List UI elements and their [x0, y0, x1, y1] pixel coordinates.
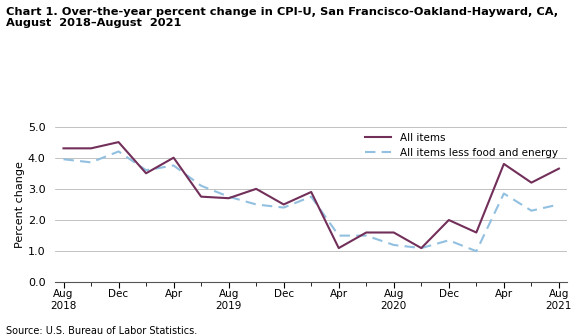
- All items less food and energy: [142, 168, 149, 172]
- All items: [335, 246, 342, 250]
- All items less food and energy: [280, 206, 287, 210]
- All items less food and energy: [115, 150, 122, 154]
- All items: [115, 140, 122, 144]
- All items less food and energy: [556, 202, 563, 206]
- All items: [390, 230, 397, 235]
- All items: [198, 195, 205, 199]
- Line: All items less food and energy: All items less food and energy: [64, 152, 559, 251]
- All items: [88, 146, 95, 150]
- All items: [500, 162, 507, 166]
- All items less food and energy: [225, 195, 232, 199]
- All items less food and energy: [500, 192, 507, 196]
- Text: Source: U.S. Bureau of Labor Statistics.: Source: U.S. Bureau of Labor Statistics.: [6, 326, 197, 336]
- All items less food and energy: [417, 246, 425, 250]
- All items: [308, 190, 315, 194]
- All items: [280, 202, 287, 206]
- All items: [556, 167, 563, 171]
- All items less food and energy: [473, 249, 480, 253]
- All items: [253, 187, 260, 191]
- All items less food and energy: [60, 157, 67, 161]
- Y-axis label: Percent change: Percent change: [15, 161, 25, 248]
- All items: [528, 181, 535, 185]
- All items: [225, 196, 232, 200]
- All items less food and energy: [335, 234, 342, 238]
- All items less food and energy: [198, 184, 205, 188]
- All items less food and energy: [88, 160, 95, 164]
- Line: All items: All items: [64, 142, 559, 248]
- Text: Chart 1. Over-the-year percent change in CPI-U, San Francisco-Oakland-Hayward, C: Chart 1. Over-the-year percent change in…: [6, 7, 558, 28]
- All items: [363, 230, 370, 235]
- All items: [170, 156, 177, 160]
- All items less food and energy: [528, 209, 535, 213]
- All items: [445, 218, 452, 222]
- All items less food and energy: [253, 202, 260, 206]
- Legend: All items, All items less food and energy: All items, All items less food and energ…: [361, 129, 562, 162]
- All items less food and energy: [363, 234, 370, 238]
- All items: [142, 171, 149, 175]
- All items: [60, 146, 67, 150]
- All items less food and energy: [170, 164, 177, 168]
- All items less food and energy: [390, 243, 397, 247]
- All items less food and energy: [445, 238, 452, 242]
- All items: [473, 230, 480, 235]
- All items less food and energy: [308, 195, 315, 199]
- All items: [417, 246, 425, 250]
